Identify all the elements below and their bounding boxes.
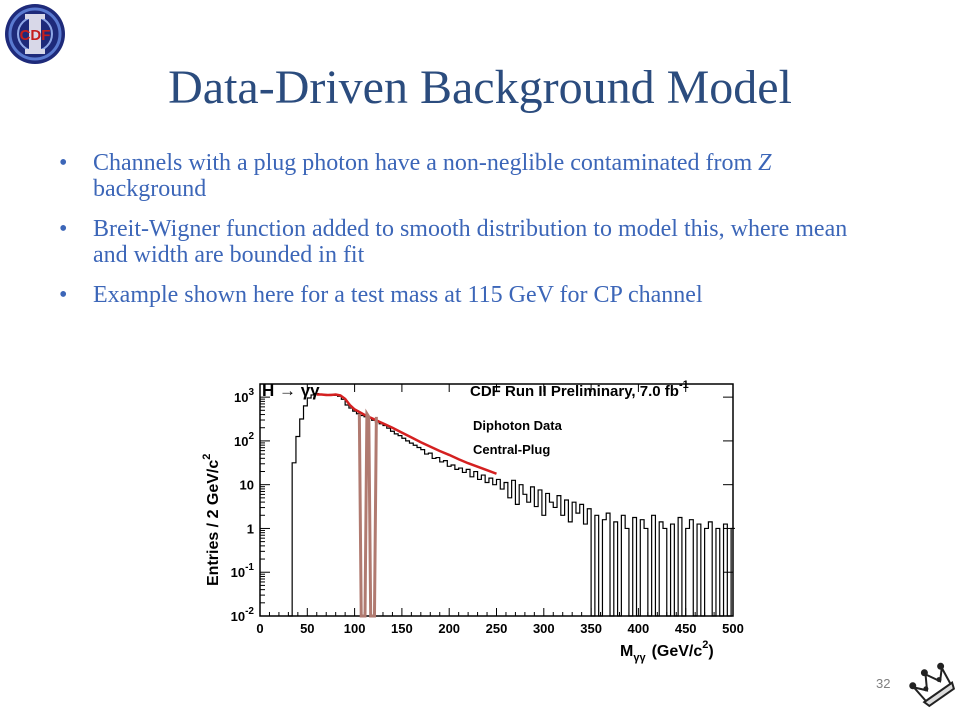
- x-tick-label: 400: [628, 621, 650, 636]
- x-tick-label: 0: [256, 621, 263, 636]
- bullet-dot-icon: •: [59, 282, 68, 308]
- plot-title: CDF Run II Preliminary, 7.0 fb-1: [470, 379, 689, 400]
- bullet-text-tail: background: [93, 176, 207, 202]
- bullet-text: Example shown here for a test mass at 11…: [93, 282, 703, 308]
- page-number: 32: [876, 676, 891, 691]
- x-tick-label: 250: [486, 621, 508, 636]
- bullet-item: • Channels with a plug photon have a non…: [55, 150, 875, 202]
- y-tick-label: 1: [247, 521, 254, 536]
- signal-region-series: [357, 408, 378, 618]
- mass-spectrum-plot: H → γγ CDF Run II Preliminary, 7.0 fb-1 …: [201, 379, 744, 664]
- x-tick-label: 200: [438, 621, 460, 636]
- y-tick-label: 10: [240, 478, 254, 493]
- bullet-item: • Breit-Wigner function added to smooth …: [55, 216, 875, 268]
- x-tick-label: 50: [300, 621, 314, 636]
- y-tick-label: 102: [234, 431, 254, 449]
- bullet-emphasis: Z: [758, 150, 772, 176]
- fit-curve-series: [316, 393, 497, 475]
- y-tick-label: 10-2: [231, 606, 255, 624]
- bullet-dot-icon: •: [59, 150, 68, 176]
- logo-letters: CDF: [20, 27, 51, 44]
- process-label: H → γγ: [262, 381, 320, 400]
- x-tick-label: 450: [675, 621, 697, 636]
- x-tick-label: 350: [580, 621, 602, 636]
- bullet-list: • Channels with a plug photon have a non…: [55, 150, 875, 322]
- x-tick-label: 150: [391, 621, 413, 636]
- x-axis-label: Mγγ (GeV/c2): [620, 639, 714, 664]
- bullet-dot-icon: •: [59, 216, 68, 242]
- y-axis-label: Entries / 2 GeV/c2: [201, 454, 222, 586]
- x-tick-label: 100: [344, 621, 366, 636]
- bullet-text: Breit-Wigner function added to smooth di…: [93, 216, 848, 268]
- legend-entry-channel: Central-Plug: [473, 442, 550, 457]
- bullet-text: Channels with a plug photon have a non-n…: [93, 150, 759, 176]
- x-tick-label: 300: [533, 621, 555, 636]
- y-tick-label: 103: [234, 387, 254, 405]
- slide-title: Data-Driven Background Model: [168, 61, 792, 114]
- cdf-logo-icon: CDF: [5, 4, 65, 64]
- bullet-item: • Example shown here for a test mass at …: [55, 282, 875, 308]
- x-tick-label: 500: [722, 621, 744, 636]
- y-tick-label: 10-1: [231, 562, 255, 580]
- crown-emblem-icon: [909, 662, 956, 708]
- legend-entry-data: Diphoton Data: [473, 418, 563, 433]
